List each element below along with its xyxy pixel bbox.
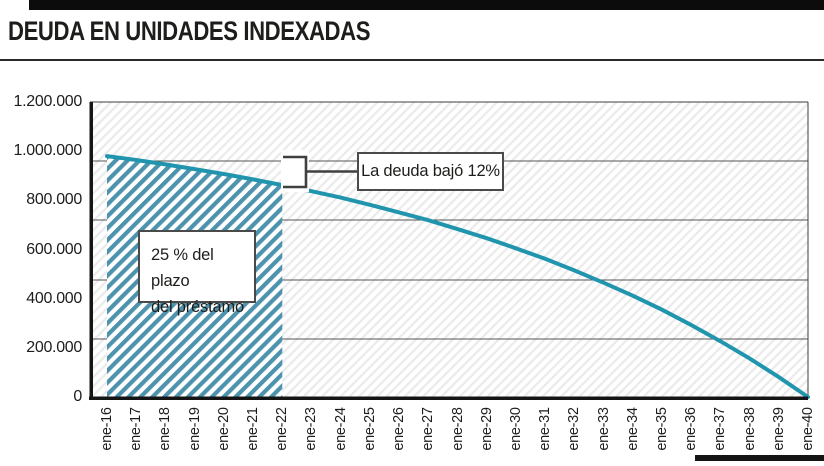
- chart-title: DEUDA EN UNIDADES INDEXADAS: [8, 16, 371, 46]
- title-divider: [0, 59, 824, 61]
- x-axis-tick-label: ene-18: [157, 407, 174, 451]
- x-axis-tick-label: ene-39: [770, 407, 787, 451]
- callout-debt-drop: La deuda bajó 12%: [357, 152, 504, 191]
- x-axis-tick-label: ene-22: [274, 407, 291, 451]
- x-axis-tick-label: ene-24: [332, 407, 349, 451]
- x-axis-tick-label: ene-30: [507, 407, 524, 451]
- top-accent-bar: [29, 0, 824, 10]
- plot-border: [90, 101, 809, 398]
- y-axis-tick-label: 0: [73, 388, 82, 405]
- y-axis-tick-label: 1.000.000: [13, 142, 83, 160]
- x-axis-tick-label: ene-25: [361, 407, 378, 451]
- callout-loan-term-line1: 25 % del plazo: [151, 246, 214, 290]
- y-axis-tick-label: 400.000: [26, 289, 82, 307]
- axes: [89, 102, 808, 400]
- x-axis-tick-label: ene-26: [391, 407, 408, 451]
- bottom-accent-bar: [695, 455, 824, 461]
- y-axis-tick-label: 600.000: [26, 240, 82, 258]
- x-axis-tick-label: ene-27: [420, 407, 437, 451]
- x-axis-tick-label: ene-17: [128, 407, 145, 451]
- callout-debt-drop-label: La deuda bajó 12%: [361, 162, 500, 180]
- callout-loan-term-line2: del préstamo: [151, 298, 244, 316]
- debt-curve: [105, 154, 810, 399]
- x-axis-tick-label: ene-37: [712, 407, 729, 451]
- y-axis-tick-label: 800.000: [26, 191, 82, 209]
- y-axis-tick-label: 1.200.000: [13, 93, 83, 110]
- x-axis-tick-label: ene-36: [683, 407, 700, 451]
- x-axis-tick-label: ene-40: [800, 407, 816, 451]
- x-axis-tick-label: ene-31: [537, 407, 554, 451]
- x-axis-tick-label: ene-28: [449, 407, 466, 451]
- x-axis-tick-label: ene-34: [624, 407, 641, 451]
- x-axis-tick-label: ene-20: [215, 407, 232, 451]
- bracket-annotation: [281, 150, 357, 192]
- x-axis-tick-label: ene-19: [186, 407, 203, 451]
- callout-loan-term: 25 % del plazo del préstamo: [138, 230, 256, 316]
- x-axis-tick-label: ene-23: [303, 407, 320, 451]
- x-axis-tick-label: ene-38: [741, 407, 758, 451]
- x-axis-tick-label: ene-33: [595, 407, 612, 451]
- x-axis-tick-label: ene-21: [245, 407, 262, 451]
- x-axis-tick-label: ene-29: [478, 407, 495, 451]
- x-axis-tick-label: ene-35: [653, 407, 670, 451]
- x-axis-tick-label: ene-16: [99, 407, 115, 451]
- x-axis-tick-label: ene-32: [566, 407, 583, 451]
- y-axis-tick-label: 200.000: [26, 338, 82, 356]
